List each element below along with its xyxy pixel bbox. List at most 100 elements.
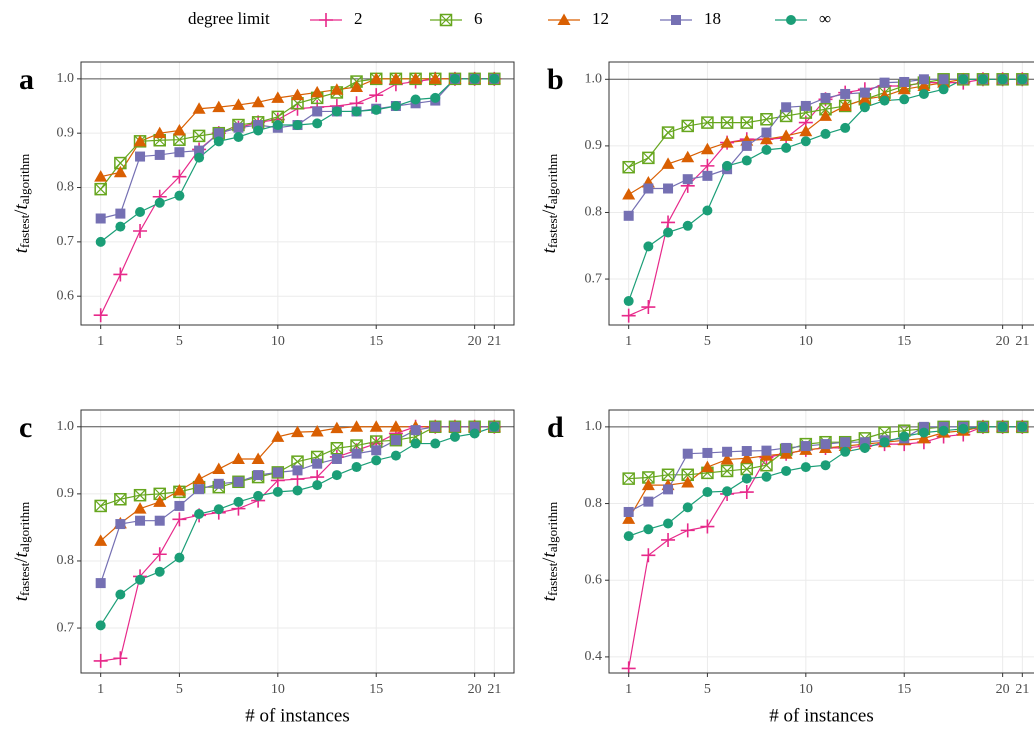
plot-area [81,62,514,325]
marker-circle [741,155,752,166]
y-tick-label: 0.8 [585,205,603,220]
marker-circle [331,470,342,481]
data-point [879,77,890,88]
marker-x [740,116,753,129]
marker-square [154,149,165,160]
marker-circle [489,73,500,84]
marker-plus [152,547,167,562]
data-point [449,421,460,432]
data-point [623,210,634,221]
marker-plus [661,532,676,547]
data-point [643,524,654,535]
data-point [271,430,285,442]
data-point [95,236,106,247]
marker-circle [682,220,693,231]
data-point [410,438,421,449]
marker-square [95,578,106,589]
marker-circle [292,485,303,496]
marker-circle [938,425,949,436]
data-point [859,442,870,453]
data-point [192,129,206,143]
marker-x [662,468,674,481]
marker-circle [174,552,185,563]
marker-triangle [330,83,344,95]
marker-triangle [350,80,364,92]
marker-x [681,468,694,481]
data-point [291,88,304,101]
plot-area [609,410,1034,673]
data-point [722,486,733,497]
data-point [331,470,342,481]
x-tick-label: 1 [625,334,632,349]
data-point [720,464,734,478]
y-axis-title: tfastest/talgorithm [11,154,32,254]
marker-box [681,119,694,133]
marker-x [622,472,635,485]
data-point [93,308,108,323]
marker-square [194,145,205,156]
marker-circle [879,95,890,106]
data-point [760,113,773,126]
y-axis-title-part: algorithm [545,154,560,205]
marker-square [410,425,421,436]
data-point [212,100,226,113]
x-tick-label: 20 [996,334,1010,349]
marker-triangle [389,72,403,84]
marker-square [95,213,106,224]
data-point [330,441,344,455]
marker-square [623,506,634,517]
data-point [113,267,128,282]
data-point [720,452,734,465]
marker-circle [194,508,205,519]
y-tick-label: 1.0 [585,419,603,434]
data-point [233,496,244,507]
marker-circle [233,131,244,142]
data-point [172,484,186,496]
data-point [371,445,382,456]
data-point [702,170,713,181]
data-point [740,116,754,129]
data-point [154,197,165,208]
marker-square [643,183,654,194]
marker-circle [800,136,811,147]
data-point [212,462,226,475]
marker-circle [371,455,382,466]
marker-box [760,113,773,126]
data-point [622,512,636,524]
y-tick-label: 0.9 [585,138,603,153]
data-point [312,106,323,117]
marker-x [134,489,146,502]
marker-box [271,466,285,479]
marker-triangle [310,85,324,98]
data-point [761,471,772,482]
legend-label: 18 [704,9,721,28]
x-tick-label: 10 [799,334,813,349]
data-point [781,465,792,476]
marker-square [371,445,382,456]
panel-letter: b [547,63,564,96]
data-point [781,442,792,453]
marker-square [115,519,126,530]
x-tick-label: 15 [369,682,383,697]
marker-box [114,492,127,506]
marker-circle [489,421,500,432]
data-point [641,478,655,491]
x-tick-label: 21 [1015,682,1029,697]
data-point [681,119,694,133]
marker-plus [133,223,148,238]
marker-square [135,515,146,526]
marker-circle [859,102,870,113]
data-point [840,437,851,448]
marker-triangle [192,102,206,114]
data-point [310,85,324,98]
marker-circle [253,125,264,136]
data-point [681,475,695,488]
marker-circle [643,524,654,535]
data-point [661,215,676,230]
marker-circle [722,160,733,171]
data-point [489,421,500,432]
legend-marker [671,15,681,25]
marker-triangle [212,100,226,113]
